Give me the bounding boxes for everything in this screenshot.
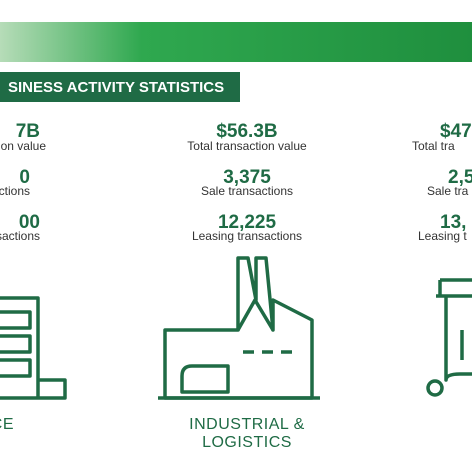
stat-label: Sale tra [427,184,469,198]
stat-label: Leasing t [418,229,467,243]
sector-label: LOGISTICS [202,434,292,451]
title: SINESS ACTIVITY STATISTICS [8,79,224,96]
stat-value: 12,225 [218,212,277,233]
office-icon [0,296,67,400]
stat-label: Total tra [412,139,455,153]
stat-label: nsactions [0,229,40,243]
stat-value: 13, [440,212,466,233]
stat-value: 0 [19,167,30,188]
stat-value: 3,375 [223,167,271,188]
stat-value: 2,5 [448,167,472,188]
stat-label: Sale transactions [201,184,293,198]
stat-value: 00 [19,212,40,233]
sector-label: INDUSTRIAL & [189,416,305,433]
stat-label: Leasing transactions [192,229,302,243]
cart-icon [426,278,472,397]
stat-label: on value [1,139,47,153]
stat-label: Total transaction value [187,139,307,153]
stat-value: 7B [16,121,40,142]
sector-label: CE [0,416,14,433]
title-box [0,72,240,102]
stat-value: $56.3B [216,121,277,142]
header-band [0,22,472,62]
stat-label: ctions [0,184,30,198]
factory-icon [158,256,320,400]
stat-value: $47 [440,121,472,142]
